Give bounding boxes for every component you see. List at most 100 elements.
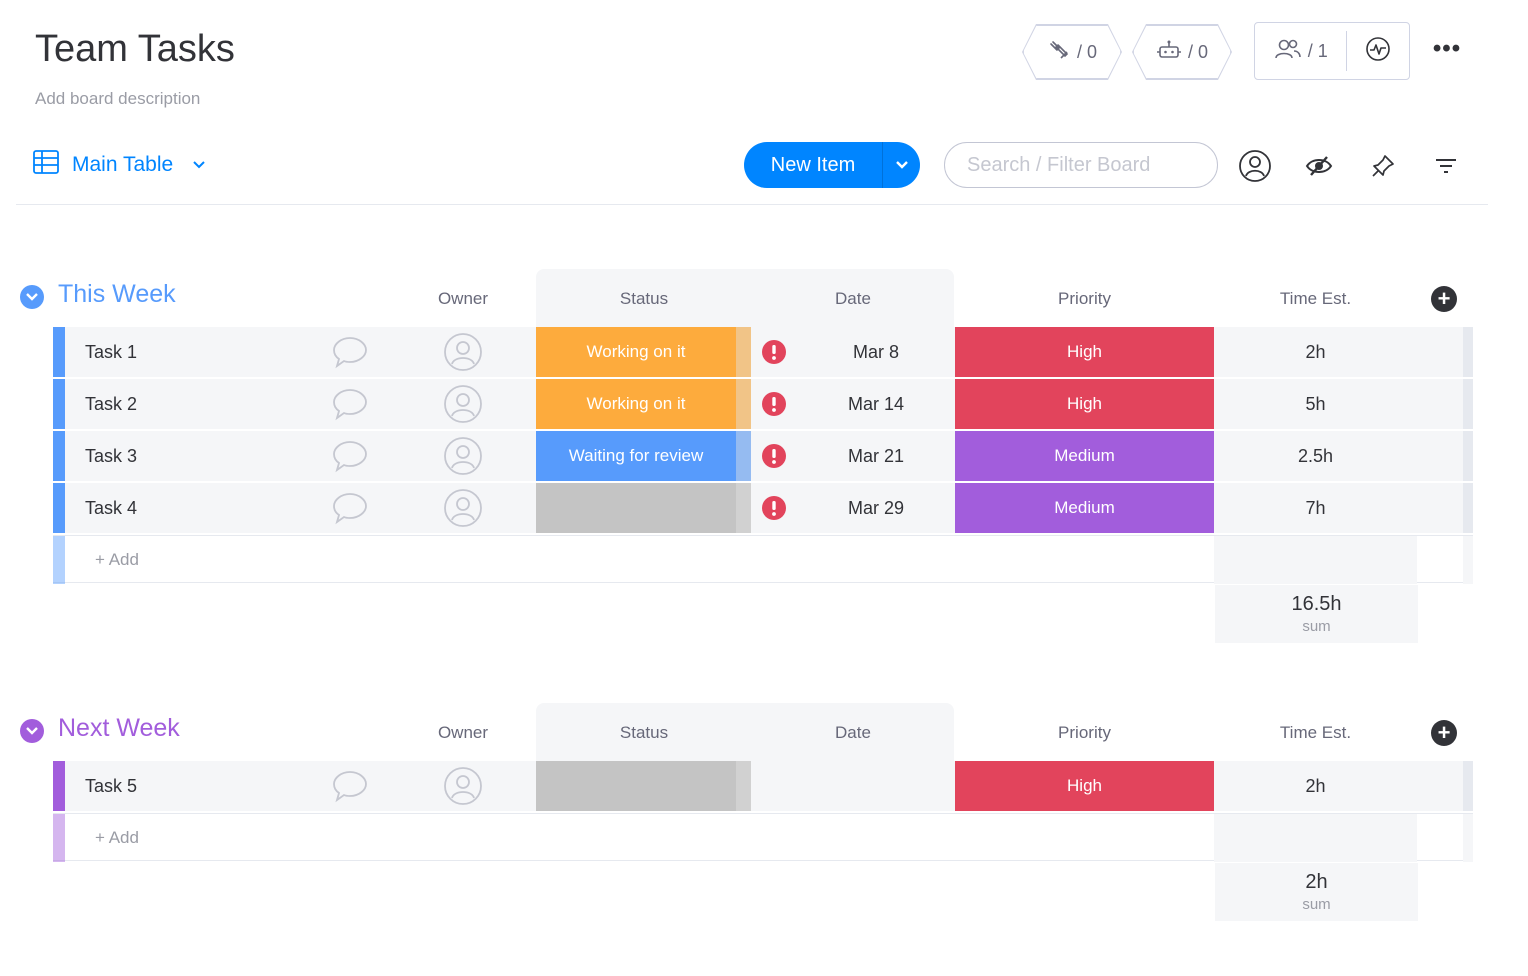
add-item-label[interactable]: + Add (95, 550, 139, 569)
pin-icon[interactable] (1365, 148, 1401, 184)
members-button[interactable]: / 1 (1255, 23, 1346, 79)
item-name[interactable]: Task 4 (65, 483, 390, 533)
status-label[interactable]: Waiting for review (536, 431, 736, 481)
more-options-icon[interactable]: ••• (1432, 35, 1462, 62)
column-header-owner[interactable]: Owner (437, 723, 489, 742)
chevron-down-icon (191, 153, 207, 177)
members-activity-box: / 1 (1254, 22, 1410, 80)
priority-label[interactable]: High (955, 379, 1214, 429)
add-item-row[interactable]: + Add (53, 813, 1473, 862)
owner-avatar-icon[interactable] (390, 379, 536, 429)
search-input[interactable] (944, 142, 1218, 188)
item-name[interactable]: Task 5 (65, 761, 390, 811)
add-column-icon[interactable]: + (1431, 286, 1457, 312)
comment-bubble-icon[interactable] (325, 379, 375, 429)
priority-label[interactable]: Medium (955, 483, 1214, 533)
add-row-edge (1463, 536, 1473, 584)
group-collapse-icon[interactable] (20, 285, 44, 309)
toolbar-divider (16, 204, 1488, 205)
date-value[interactable]: Mar 14 (797, 379, 955, 429)
column-header-date[interactable]: Date (835, 289, 871, 308)
row-end-cell (1417, 327, 1463, 377)
priority-label[interactable]: High (955, 761, 1214, 811)
time-estimate[interactable]: 2.5h (1214, 431, 1417, 481)
item-name[interactable]: Task 3 (65, 431, 390, 481)
table-row[interactable]: Task 2 Working on it Mar 14 High 5h (53, 379, 1473, 429)
owner-avatar-icon[interactable] (390, 327, 536, 377)
comment-bubble-icon[interactable] (325, 483, 375, 533)
time-estimate[interactable]: 5h (1214, 379, 1417, 429)
group-title[interactable]: Next Week (58, 714, 180, 742)
overdue-alert-icon (751, 327, 797, 377)
column-header-time[interactable]: Time Est. (1279, 723, 1352, 742)
time-sum-summary: 2h sum (1215, 863, 1418, 921)
overdue-alert-icon (751, 431, 797, 481)
status-label[interactable] (536, 761, 736, 811)
table-row[interactable]: Task 4 Mar 29 Medium 7h (53, 483, 1473, 533)
board-description[interactable]: Add board description (35, 89, 201, 108)
item-name[interactable]: Task 2 (65, 379, 390, 429)
add-row-time-cell (1214, 814, 1417, 862)
owner-avatar-icon[interactable] (390, 431, 536, 481)
time-estimate[interactable]: 2h (1214, 761, 1417, 811)
owner-avatar-icon[interactable] (390, 761, 536, 811)
add-column-icon[interactable]: + (1431, 720, 1457, 746)
column-header-time[interactable]: Time Est. (1279, 289, 1352, 308)
date-value[interactable]: Mar 29 (797, 483, 955, 533)
integrations-button[interactable]: / 0 (1133, 25, 1231, 79)
status-label[interactable]: Working on it (536, 379, 736, 429)
row-scroll-edge (1463, 431, 1473, 481)
automations-count: / 0 (1076, 41, 1097, 62)
table-row[interactable]: Task 1 Working on it Mar 8 High 2h (53, 327, 1473, 377)
group-collapse-icon[interactable] (20, 719, 44, 743)
add-row-edge (1463, 814, 1473, 862)
row-scroll-edge (1463, 483, 1473, 533)
column-header-status[interactable]: Status (619, 723, 669, 742)
add-item-label[interactable]: + Add (95, 828, 139, 847)
people-icon (1274, 37, 1302, 66)
comment-bubble-icon[interactable] (325, 327, 375, 377)
new-item-button[interactable]: New Item (744, 142, 920, 188)
group-color-stripe (53, 431, 65, 481)
column-header-priority[interactable]: Priority (1058, 289, 1111, 308)
column-header-status[interactable]: Status (619, 289, 669, 308)
row-scroll-edge (1463, 379, 1473, 429)
hide-icon[interactable] (1301, 148, 1337, 184)
group-color-stripe (53, 761, 65, 811)
new-item-dropdown-icon[interactable] (883, 159, 920, 171)
table-row[interactable]: Task 5 High 2h (53, 761, 1473, 811)
filter-icon[interactable] (1428, 148, 1464, 184)
comment-bubble-icon[interactable] (325, 431, 375, 481)
automations-button[interactable]: / 0 (1023, 25, 1121, 79)
column-header-owner[interactable]: Owner (437, 289, 489, 308)
date-value[interactable]: Mar 21 (797, 431, 955, 481)
status-label[interactable]: Working on it (536, 327, 736, 377)
robot-icon (1156, 38, 1182, 67)
status-edge (736, 761, 751, 811)
status-label[interactable] (536, 483, 736, 533)
column-header-priority[interactable]: Priority (1058, 723, 1111, 742)
add-item-row[interactable]: + Add (53, 535, 1473, 584)
owner-avatar-icon[interactable] (390, 483, 536, 533)
table-row[interactable]: Task 3 Waiting for review Mar 21 Medium 2.5h (53, 431, 1473, 481)
priority-label[interactable]: Medium (955, 431, 1214, 481)
time-estimate[interactable]: 2h (1214, 327, 1417, 377)
automation-icon (1047, 38, 1071, 67)
status-edge (736, 483, 751, 533)
board-title[interactable]: Team Tasks (35, 28, 235, 70)
person-filter-icon[interactable] (1237, 148, 1273, 184)
sum-value: 16.5h (1291, 593, 1342, 615)
status-edge (736, 379, 751, 429)
comment-bubble-icon[interactable] (325, 761, 375, 811)
view-selector[interactable]: Main Table (32, 148, 207, 182)
column-header-date[interactable]: Date (835, 723, 871, 742)
item-name[interactable]: Task 1 (65, 327, 390, 377)
priority-label[interactable]: High (955, 327, 1214, 377)
time-estimate[interactable]: 7h (1214, 483, 1417, 533)
activity-button[interactable] (1347, 23, 1409, 79)
overdue-alert-icon (751, 379, 797, 429)
members-count: / 1 (1307, 40, 1328, 61)
date-value[interactable]: Mar 8 (797, 327, 955, 377)
date-value[interactable] (797, 761, 955, 811)
group-title[interactable]: This Week (58, 280, 176, 308)
